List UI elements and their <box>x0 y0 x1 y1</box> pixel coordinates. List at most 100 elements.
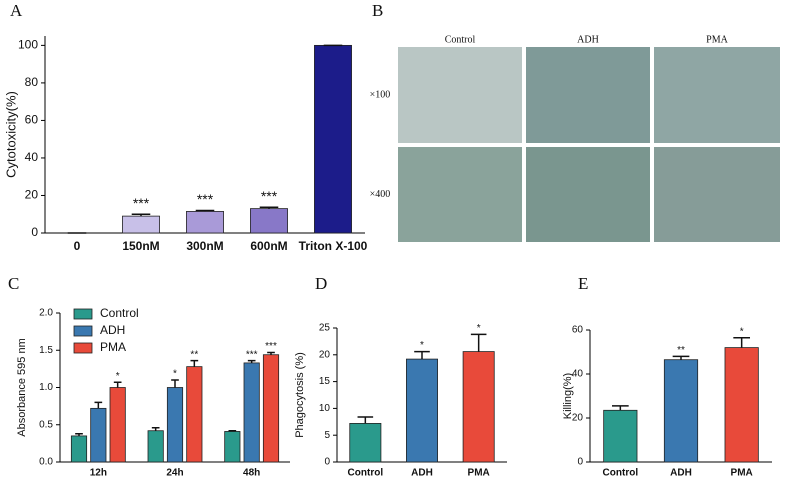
legend-label: PMA <box>100 340 126 354</box>
bar <box>314 44 352 234</box>
micrograph <box>398 47 522 143</box>
micrograph <box>526 147 650 242</box>
x-tick-label: 48h <box>243 468 260 479</box>
legend-swatch <box>73 325 93 337</box>
bar <box>166 387 184 463</box>
bar <box>109 387 126 463</box>
y-tick-label: 0 <box>31 225 38 239</box>
significance: * <box>477 323 481 334</box>
error-bar <box>113 381 122 388</box>
significance: ** <box>190 349 198 360</box>
y-tick-label: 5 <box>324 430 330 441</box>
significance: *** <box>133 195 150 211</box>
y-tick-label: 1.5 <box>39 345 53 356</box>
y-tick-label: 20 <box>572 413 584 424</box>
micrograph <box>526 47 650 143</box>
error-bar <box>131 213 151 217</box>
bar <box>122 215 160 234</box>
panel-letter: D <box>315 274 327 293</box>
bar <box>462 351 495 463</box>
x-tick-label: PMA <box>468 468 490 479</box>
bar <box>186 366 203 463</box>
x-tick-label: 24h <box>166 468 183 479</box>
bar <box>603 409 638 463</box>
error-bar <box>195 209 215 212</box>
y-tick-label: 0 <box>324 457 330 468</box>
bar <box>147 430 164 463</box>
significance: *** <box>197 191 214 207</box>
error-bar <box>190 359 199 367</box>
error-bar <box>171 379 179 388</box>
bar <box>70 435 88 463</box>
significance: ** <box>677 345 685 356</box>
error-bar <box>247 359 256 363</box>
significance: * <box>116 371 120 382</box>
bar <box>349 423 382 463</box>
y-tick-label: 1.0 <box>39 382 53 393</box>
panel-letter: A <box>10 1 23 20</box>
significance: * <box>740 326 744 337</box>
y-tick-label: 60 <box>25 113 39 127</box>
y-tick-label: 40 <box>25 150 39 164</box>
error-bar <box>414 350 430 360</box>
y-axis-label: Phagocytosis (%) <box>294 352 306 438</box>
micrograph <box>654 147 780 242</box>
bar <box>224 431 241 463</box>
bar <box>243 362 260 463</box>
error-bar <box>259 206 279 209</box>
x-tick-label: 150nM <box>122 239 159 253</box>
bar <box>186 211 224 234</box>
legend-label: Control <box>100 306 139 320</box>
y-tick-label: 2.0 <box>39 308 53 319</box>
error-bar <box>611 405 629 411</box>
x-tick-label: 300nM <box>186 239 223 253</box>
y-tick-label: 60 <box>572 325 584 336</box>
legend-label: ADH <box>100 323 125 337</box>
x-tick-label: Control <box>348 468 384 479</box>
y-tick-label: 20 <box>319 349 331 360</box>
micrograph <box>398 147 522 242</box>
bar <box>262 354 280 463</box>
x-tick-label: 0 <box>74 239 81 253</box>
y-tick-label: 15 <box>319 376 331 387</box>
bar <box>250 208 288 234</box>
error-bar <box>267 351 275 355</box>
x-tick-label: PMA <box>731 468 753 479</box>
bar <box>724 347 759 463</box>
error-bar <box>672 355 690 360</box>
x-tick-label: 600nM <box>250 239 287 253</box>
significance: * <box>420 340 424 351</box>
significance: * <box>173 369 177 380</box>
x-tick-label: ADH <box>411 468 433 479</box>
x-tick-label: ADH <box>670 468 692 479</box>
y-tick-label: 20 <box>25 188 39 202</box>
error-bar <box>357 416 374 424</box>
y-tick-label: 0.0 <box>39 457 53 468</box>
x-tick-label: Triton X-100 <box>299 239 368 253</box>
error-bar <box>94 401 103 409</box>
y-tick-label: 0 <box>577 457 583 468</box>
legend-swatch <box>73 342 93 354</box>
legend-swatch <box>73 308 93 320</box>
significance: *** <box>261 188 278 204</box>
y-axis-label: Killing(%) <box>562 373 574 419</box>
error-bar <box>75 432 83 436</box>
error-bar <box>470 333 487 352</box>
y-tick-label: 10 <box>319 403 331 414</box>
panel-letter: E <box>578 274 588 293</box>
panel-letter: B <box>372 1 383 20</box>
bar <box>406 358 438 463</box>
x-tick-label: Control <box>603 468 639 479</box>
bar <box>90 407 107 463</box>
panel-letter: C <box>8 274 19 293</box>
y-tick-label: 80 <box>25 75 39 89</box>
error-bar <box>733 336 751 348</box>
y-tick-label: 40 <box>572 369 584 380</box>
significance: *** <box>246 349 258 360</box>
y-axis-label: Cytotoxicity(%) <box>3 91 18 178</box>
row-label: ×400 <box>370 189 391 200</box>
y-tick-label: 25 <box>319 323 331 334</box>
micrograph <box>654 47 780 143</box>
column-label: Control <box>445 34 476 45</box>
